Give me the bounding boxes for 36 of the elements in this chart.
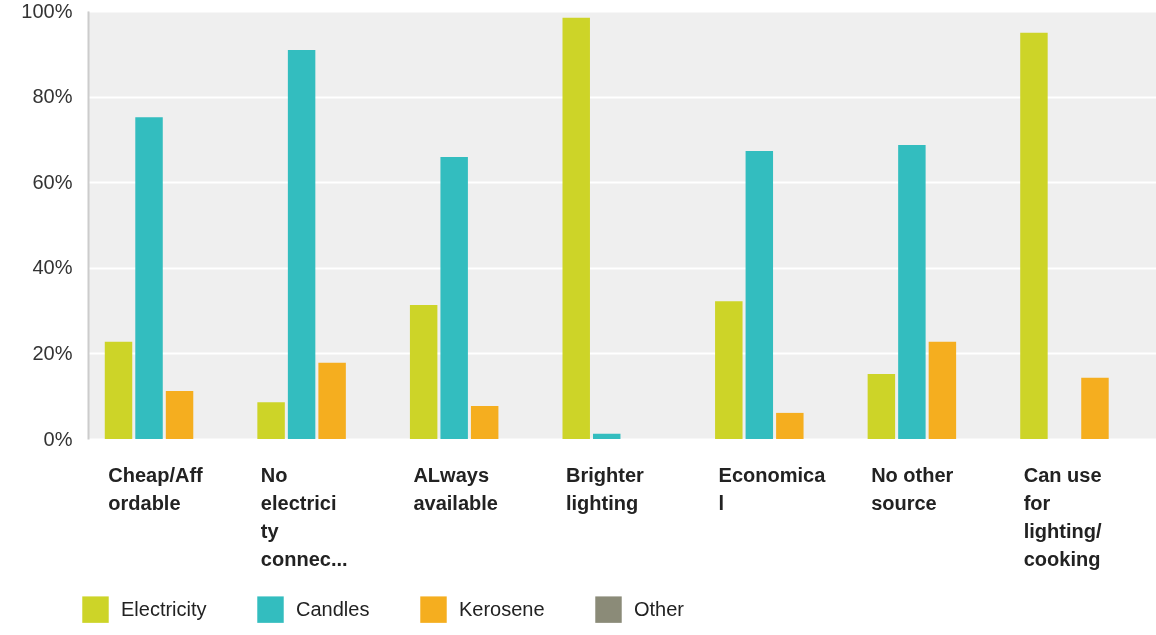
- bar: [928, 341, 957, 439]
- bar: [562, 17, 590, 439]
- x-tick-label: Cheap/Affordable: [108, 463, 204, 514]
- bar: [165, 391, 194, 439]
- x-tick-label: Economical: [718, 463, 827, 514]
- bar: [715, 301, 743, 439]
- bar: [287, 49, 316, 439]
- bar: [1020, 32, 1048, 439]
- bar: [867, 373, 896, 439]
- bar: [135, 117, 163, 439]
- bar: [776, 412, 804, 439]
- legend-label: Other: [634, 597, 685, 620]
- x-tick-label: ALways available: [413, 463, 498, 514]
- legend-label: Candles: [296, 597, 370, 620]
- y-tick-label: 100%: [21, 0, 73, 22]
- x-tick-label: Can use for lighting/cooking: [1023, 463, 1102, 570]
- bar: [745, 150, 774, 439]
- bar: [1081, 377, 1109, 439]
- bar: [593, 433, 621, 439]
- bar: [470, 406, 499, 439]
- bar: [257, 402, 285, 439]
- legend-label: Kerosene: [459, 597, 545, 620]
- legend-label: Electricity: [121, 597, 207, 620]
- bar: [440, 156, 468, 439]
- y-tick-label: 20%: [32, 341, 73, 364]
- x-tick-label: No other source: [871, 463, 954, 514]
- bar: [104, 341, 133, 439]
- bar: [898, 144, 926, 439]
- y-tick-label: 80%: [32, 85, 73, 108]
- y-tick-label: 40%: [32, 256, 73, 279]
- bar: [318, 362, 346, 439]
- y-tick-label: 60%: [32, 170, 73, 193]
- x-tick-label: No electricity connec...: [260, 463, 348, 570]
- x-tick-label: Brighter lighting: [566, 463, 644, 514]
- bar: [409, 305, 438, 439]
- y-tick-label: 0%: [43, 427, 73, 450]
